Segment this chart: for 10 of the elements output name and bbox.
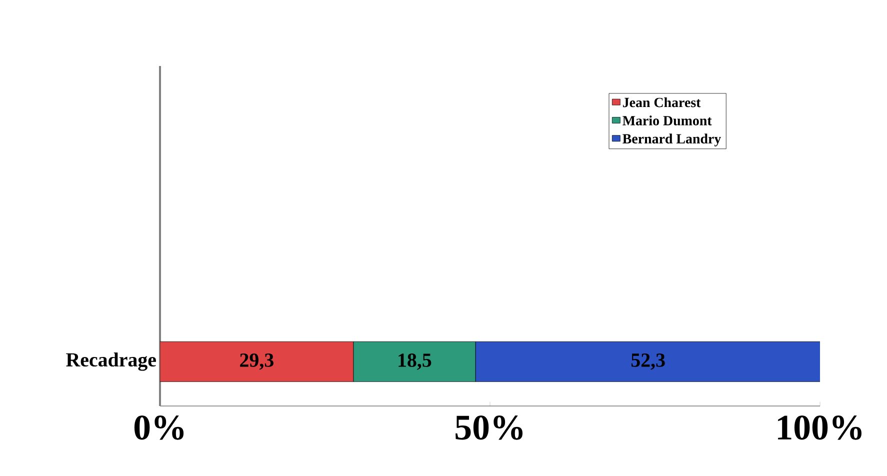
x-tick-label: 50% xyxy=(456,416,523,440)
y-tick-label: Recadrage xyxy=(66,352,156,371)
data-label: 29,3 xyxy=(240,354,274,370)
data-label: 18,5 xyxy=(398,353,432,370)
legend-label: Mario Dumont xyxy=(622,116,712,126)
x-tick-label: 100% xyxy=(778,416,862,440)
legend-label: Bernard Landry xyxy=(622,134,722,146)
legend-label: Jean Charest xyxy=(622,97,701,108)
data-label: 52,3 xyxy=(631,354,665,370)
x-tick-label: 0% xyxy=(134,416,184,440)
